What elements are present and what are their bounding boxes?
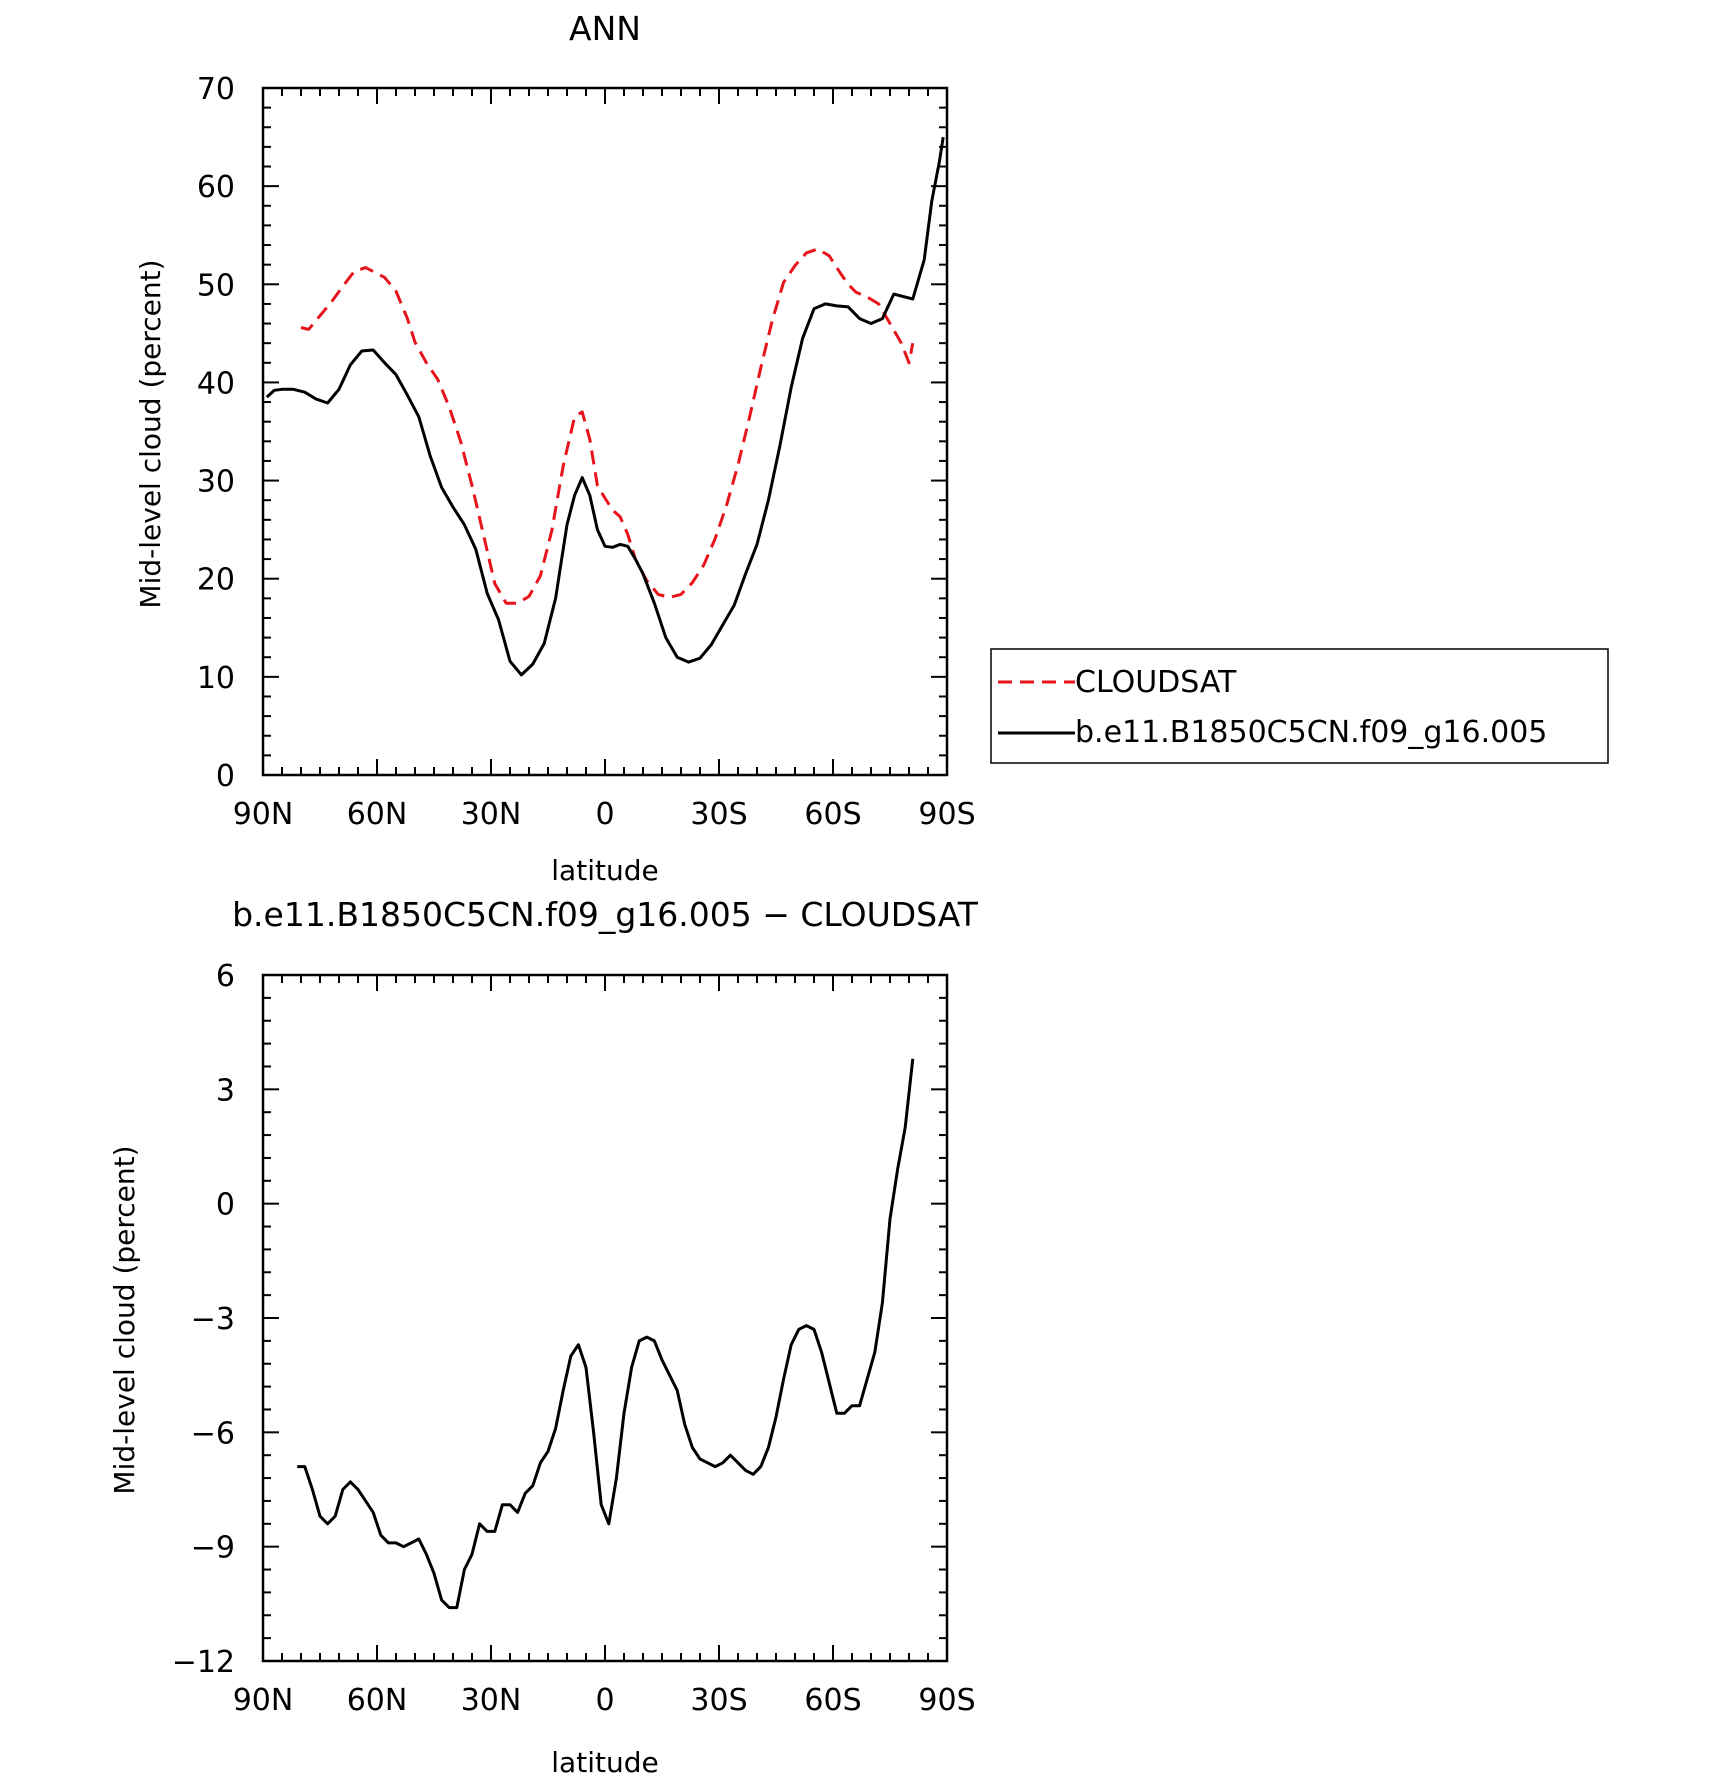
chart-bottom-frame [261, 973, 949, 1663]
y-tick-label: −6 [191, 1416, 235, 1451]
y-tick-label: −3 [191, 1302, 235, 1337]
x-tick-label: 30S [690, 797, 747, 832]
x-tick-label: 90S [918, 797, 975, 832]
legend: CLOUDSAT b.e11.B1850C5CN.f09_g16.005 [990, 648, 1609, 764]
y-tick-label: 70 [197, 72, 235, 107]
y-tick-label: 30 [197, 465, 235, 500]
x-tick-label: 60N [347, 1683, 408, 1718]
y-tick-label: 6 [216, 959, 235, 994]
chart-bottom-title: b.e11.B1850C5CN.f09_g16.005 − CLOUDSAT [232, 895, 979, 934]
y-tick-label: 0 [216, 759, 235, 794]
legend-label-cloudsat: CLOUDSAT [1075, 665, 1237, 700]
y-tick-label: 20 [197, 563, 235, 598]
y-tick-label: 40 [197, 366, 235, 401]
x-tick-label: 90N [233, 797, 294, 832]
x-tick-label: 90N [233, 1683, 294, 1718]
x-tick-label: 30S [690, 1683, 747, 1718]
x-tick-label: 0 [595, 1683, 614, 1718]
x-tick-label: 30N [461, 1683, 522, 1718]
y-tick-label: 10 [197, 661, 235, 696]
x-tick-label: 0 [595, 797, 614, 832]
chart-bottom-xlabel: latitude [551, 1746, 658, 1773]
y-tick-label: −12 [172, 1645, 235, 1680]
series-line-difference [297, 1058, 915, 1610]
legend-label-model: b.e11.B1850C5CN.f09_g16.005 [1075, 715, 1547, 750]
chart-bottom-ylabel: Mid-level cloud (percent) [108, 1145, 141, 1494]
chart-bottom: b.e11.B1850C5CN.f09_g16.005 − CLOUDSAT l… [108, 895, 979, 1778]
y-tick-label: −9 [191, 1531, 235, 1566]
x-tick-label: 60S [804, 797, 861, 832]
chart-top-title: ANN [569, 9, 641, 48]
chart-top-xlabel: latitude [551, 854, 658, 887]
y-tick-label: 60 [197, 170, 235, 205]
x-tick-label: 90S [918, 1683, 975, 1718]
chart-top: ANN latitude Mid-level cloud (percent) 9… [134, 9, 976, 887]
chart-top-ylabel: Mid-level cloud (percent) [134, 259, 167, 608]
y-tick-label: 3 [216, 1073, 235, 1108]
x-tick-label: 60N [347, 797, 408, 832]
y-tick-label: 50 [197, 268, 235, 303]
x-tick-label: 60S [804, 1683, 861, 1718]
x-tick-label: 30N [461, 797, 522, 832]
series-line-cloudsat [300, 247, 915, 605]
y-tick-label: 0 [216, 1188, 235, 1223]
chart-top-frame [261, 86, 949, 777]
series-line-b-e11-b1850c5cn-f09-g16-005 [265, 136, 945, 677]
legend-box [990, 648, 1609, 764]
